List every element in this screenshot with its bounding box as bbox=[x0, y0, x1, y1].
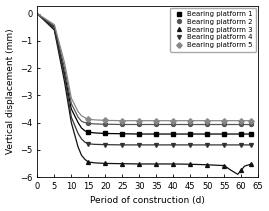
Bearing platform 2 bbox=[206, 123, 209, 126]
Bearing platform 2 bbox=[250, 123, 253, 126]
Bearing platform 3 bbox=[172, 163, 175, 165]
Bearing platform 3 bbox=[239, 169, 243, 172]
Bearing platform 4 bbox=[172, 144, 175, 146]
Bearing platform 3 bbox=[189, 163, 192, 165]
Bearing platform 5 bbox=[121, 119, 124, 122]
Y-axis label: Vertical displacement (mm): Vertical displacement (mm) bbox=[6, 28, 15, 154]
Bearing platform 1 bbox=[138, 133, 141, 135]
Bearing platform 2 bbox=[172, 123, 175, 126]
Bearing platform 1 bbox=[206, 133, 209, 135]
Bearing platform 4 bbox=[222, 144, 226, 146]
Bearing platform 3 bbox=[104, 162, 107, 165]
Line: Bearing platform 5: Bearing platform 5 bbox=[86, 117, 253, 123]
Bearing platform 5 bbox=[172, 119, 175, 122]
Bearing platform 2 bbox=[189, 123, 192, 126]
Bearing platform 5 bbox=[189, 119, 192, 122]
Bearing platform 5 bbox=[250, 119, 253, 122]
Bearing platform 3 bbox=[87, 161, 90, 163]
Bearing platform 1 bbox=[104, 132, 107, 135]
Bearing platform 2 bbox=[239, 123, 243, 126]
Bearing platform 1 bbox=[87, 131, 90, 133]
Bearing platform 5 bbox=[138, 119, 141, 122]
Bearing platform 4 bbox=[239, 144, 243, 146]
Bearing platform 4 bbox=[206, 144, 209, 146]
Bearing platform 3 bbox=[206, 164, 209, 166]
Legend: Bearing platform 1, Bearing platform 2, Bearing platform 3, Bearing platform 4, : Bearing platform 1, Bearing platform 2, … bbox=[169, 8, 256, 51]
Bearing platform 3 bbox=[250, 163, 253, 165]
X-axis label: Period of construction (d): Period of construction (d) bbox=[90, 196, 205, 206]
Bearing platform 1 bbox=[222, 133, 226, 135]
Bearing platform 4 bbox=[250, 144, 253, 146]
Bearing platform 1 bbox=[250, 133, 253, 135]
Line: Bearing platform 3: Bearing platform 3 bbox=[86, 160, 253, 172]
Bearing platform 1 bbox=[121, 133, 124, 135]
Bearing platform 3 bbox=[121, 162, 124, 165]
Bearing platform 2 bbox=[222, 123, 226, 126]
Bearing platform 1 bbox=[172, 133, 175, 135]
Bearing platform 5 bbox=[155, 119, 158, 122]
Bearing platform 1 bbox=[189, 133, 192, 135]
Bearing platform 2 bbox=[155, 123, 158, 126]
Bearing platform 4 bbox=[189, 144, 192, 146]
Line: Bearing platform 1: Bearing platform 1 bbox=[86, 130, 253, 136]
Bearing platform 1 bbox=[239, 133, 243, 135]
Bearing platform 5 bbox=[206, 119, 209, 122]
Bearing platform 3 bbox=[155, 163, 158, 165]
Bearing platform 2 bbox=[121, 123, 124, 126]
Bearing platform 2 bbox=[138, 123, 141, 126]
Bearing platform 5 bbox=[222, 119, 226, 122]
Bearing platform 2 bbox=[87, 122, 90, 125]
Bearing platform 3 bbox=[222, 164, 226, 167]
Bearing platform 2 bbox=[104, 123, 107, 126]
Bearing platform 4 bbox=[104, 143, 107, 146]
Bearing platform 4 bbox=[87, 143, 90, 145]
Bearing platform 5 bbox=[104, 119, 107, 122]
Line: Bearing platform 2: Bearing platform 2 bbox=[86, 122, 253, 126]
Bearing platform 5 bbox=[87, 118, 90, 121]
Bearing platform 5 bbox=[239, 119, 243, 122]
Bearing platform 4 bbox=[121, 144, 124, 146]
Bearing platform 4 bbox=[155, 144, 158, 146]
Line: Bearing platform 4: Bearing platform 4 bbox=[86, 142, 253, 147]
Bearing platform 1 bbox=[155, 133, 158, 135]
Bearing platform 4 bbox=[138, 144, 141, 146]
Bearing platform 3 bbox=[138, 163, 141, 165]
